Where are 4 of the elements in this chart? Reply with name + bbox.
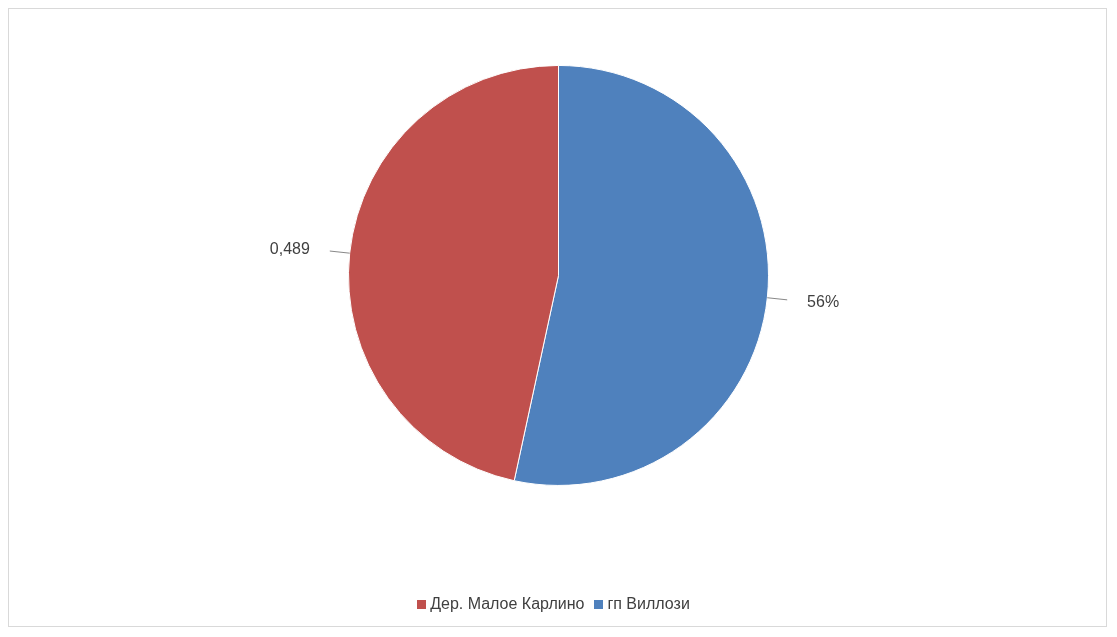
legend-label: Дер. Малое Карлино	[430, 595, 585, 612]
data-label: 56%	[807, 293, 840, 311]
legend-label: гп Виллози	[607, 595, 690, 612]
data-label: 0,489	[269, 240, 311, 258]
